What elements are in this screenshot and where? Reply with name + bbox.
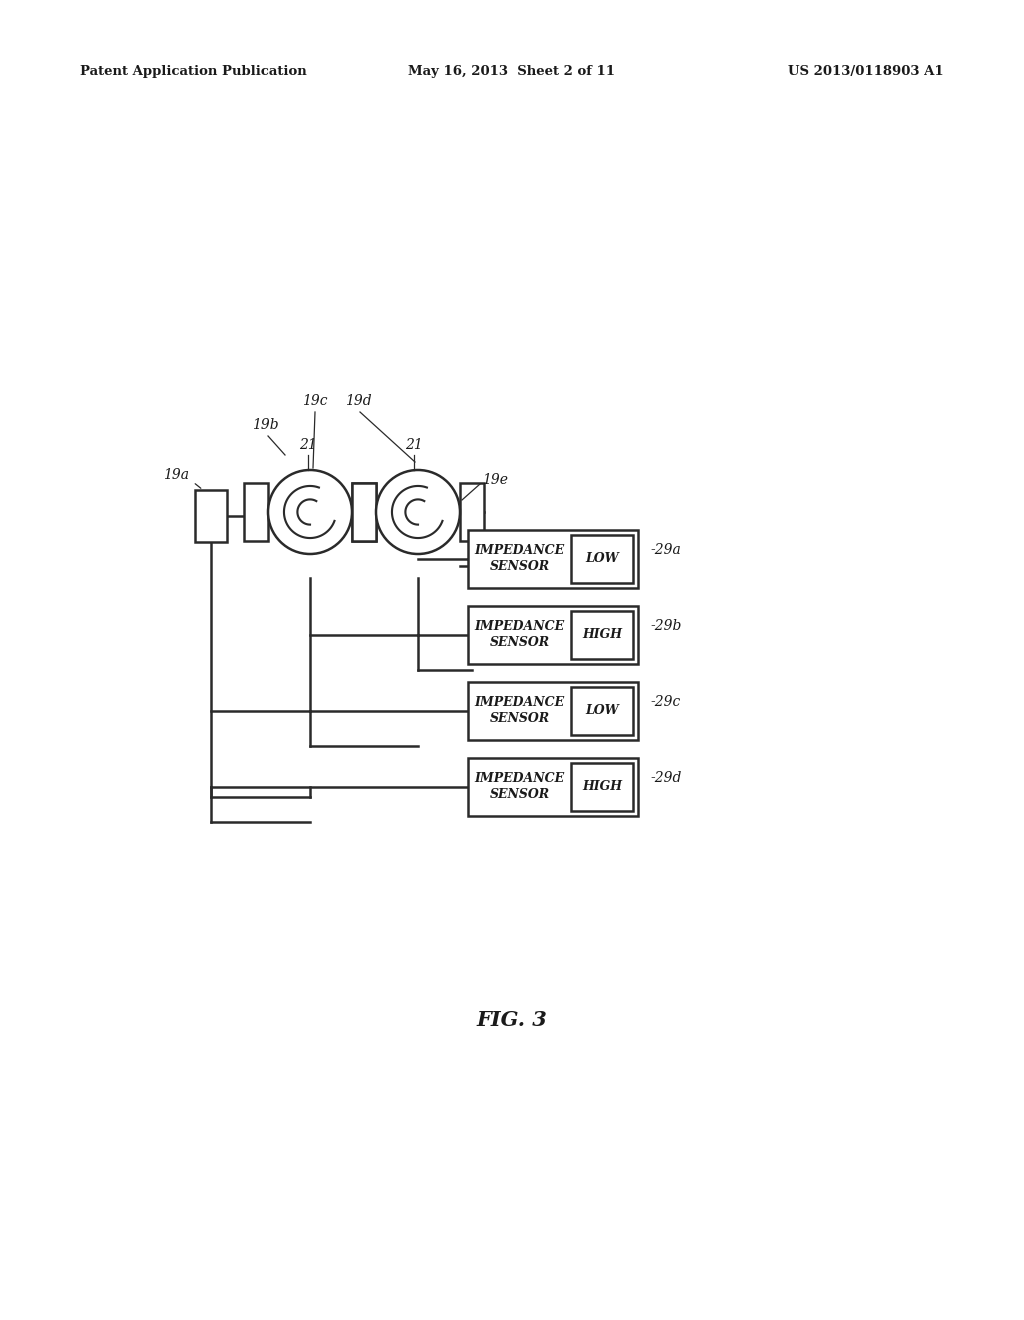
Text: LOW: LOW <box>585 705 618 718</box>
Text: IMPEDANCE
SENSOR: IMPEDANCE SENSOR <box>474 620 564 649</box>
Text: FIG. 3: FIG. 3 <box>476 1010 548 1030</box>
Text: May 16, 2013  Sheet 2 of 11: May 16, 2013 Sheet 2 of 11 <box>409 66 615 78</box>
Text: 19e: 19e <box>482 473 508 487</box>
Bar <box>460 483 484 541</box>
Text: 19a: 19a <box>163 469 189 482</box>
Text: IMPEDANCE
SENSOR: IMPEDANCE SENSOR <box>474 772 564 801</box>
Bar <box>571 611 633 659</box>
Bar <box>468 606 638 664</box>
Circle shape <box>268 470 352 554</box>
Text: -29d: -29d <box>650 771 681 785</box>
Bar <box>352 483 376 541</box>
Bar <box>195 490 227 543</box>
Text: 19d: 19d <box>345 393 372 408</box>
Text: 21: 21 <box>406 438 423 451</box>
Circle shape <box>376 470 460 554</box>
Bar <box>571 763 633 810</box>
Bar <box>468 682 638 741</box>
Text: IMPEDANCE
SENSOR: IMPEDANCE SENSOR <box>474 697 564 726</box>
Text: -29a: -29a <box>650 544 681 557</box>
Text: 21: 21 <box>299 438 316 451</box>
Text: 19c: 19c <box>302 393 328 408</box>
Bar <box>571 535 633 583</box>
Text: Patent Application Publication: Patent Application Publication <box>80 66 307 78</box>
Text: HIGH: HIGH <box>582 780 622 793</box>
Text: IMPEDANCE
SENSOR: IMPEDANCE SENSOR <box>474 544 564 573</box>
Text: 19b: 19b <box>252 418 279 432</box>
Bar <box>352 483 376 541</box>
Text: US 2013/0118903 A1: US 2013/0118903 A1 <box>788 66 944 78</box>
Bar <box>244 483 268 541</box>
Bar <box>468 531 638 587</box>
Text: -29c: -29c <box>650 696 680 709</box>
Text: -29b: -29b <box>650 619 681 634</box>
Text: HIGH: HIGH <box>582 628 622 642</box>
Text: LOW: LOW <box>585 553 618 565</box>
Bar <box>468 758 638 816</box>
Bar <box>571 686 633 735</box>
